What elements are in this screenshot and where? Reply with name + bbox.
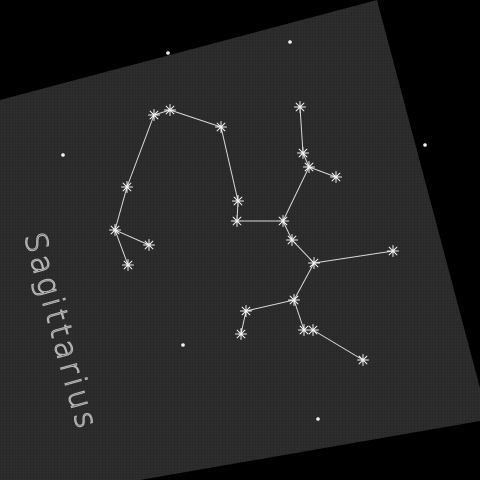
- asterisk-star-icon: [307, 324, 319, 336]
- constellation-line: [312, 329, 364, 361]
- asterisk-star-icon: [109, 224, 121, 236]
- dot-star-icon: [423, 143, 427, 147]
- constellation-line: [302, 152, 310, 168]
- asterisk-star-icon: [387, 245, 399, 257]
- dot-star-icon: [316, 417, 320, 421]
- constellation-stars: [109, 101, 399, 366]
- dot-star-icon: [288, 40, 292, 44]
- constellation-line: [293, 262, 315, 301]
- asterisk-star-icon: [231, 215, 243, 227]
- dot-star-icon: [166, 51, 170, 55]
- constellation-line: [114, 229, 129, 266]
- constellation-line: [299, 106, 304, 154]
- constellation-line: [220, 126, 239, 202]
- constellation-line: [126, 114, 155, 188]
- constellation-line: [282, 220, 293, 241]
- asterisk-star-icon: [330, 171, 342, 183]
- asterisk-star-icon: [303, 161, 315, 173]
- constellation-line: [282, 166, 310, 222]
- dot-star-icon: [181, 343, 185, 347]
- constellation-line: [153, 109, 171, 116]
- asterisk-star-icon: [277, 215, 289, 227]
- asterisk-star-icon: [297, 147, 309, 159]
- background-stars: [61, 40, 427, 421]
- constellation-line: [245, 299, 295, 312]
- asterisk-star-icon: [121, 181, 133, 193]
- asterisk-star-icon: [240, 305, 252, 317]
- constellation-line: [293, 299, 305, 331]
- asterisk-star-icon: [286, 234, 298, 246]
- asterisk-star-icon: [232, 195, 244, 207]
- asterisk-star-icon: [164, 104, 176, 116]
- asterisk-star-icon: [294, 101, 306, 113]
- asterisk-star-icon: [122, 259, 134, 271]
- asterisk-star-icon: [357, 354, 369, 366]
- constellation-line: [313, 250, 394, 264]
- asterisk-star-icon: [308, 257, 320, 269]
- asterisk-star-icon: [143, 239, 155, 251]
- asterisk-star-icon: [288, 294, 300, 306]
- dot-star-icon: [61, 153, 65, 157]
- constellation-line: [240, 310, 247, 335]
- asterisk-star-icon: [215, 121, 227, 133]
- asterisk-star-icon: [235, 328, 247, 340]
- constellation-line: [169, 109, 222, 128]
- asterisk-star-icon: [148, 109, 160, 121]
- constellation-line: [308, 166, 337, 178]
- constellation-line: [114, 186, 128, 231]
- constellation-line: [114, 229, 150, 246]
- constellation-lines: [114, 106, 394, 361]
